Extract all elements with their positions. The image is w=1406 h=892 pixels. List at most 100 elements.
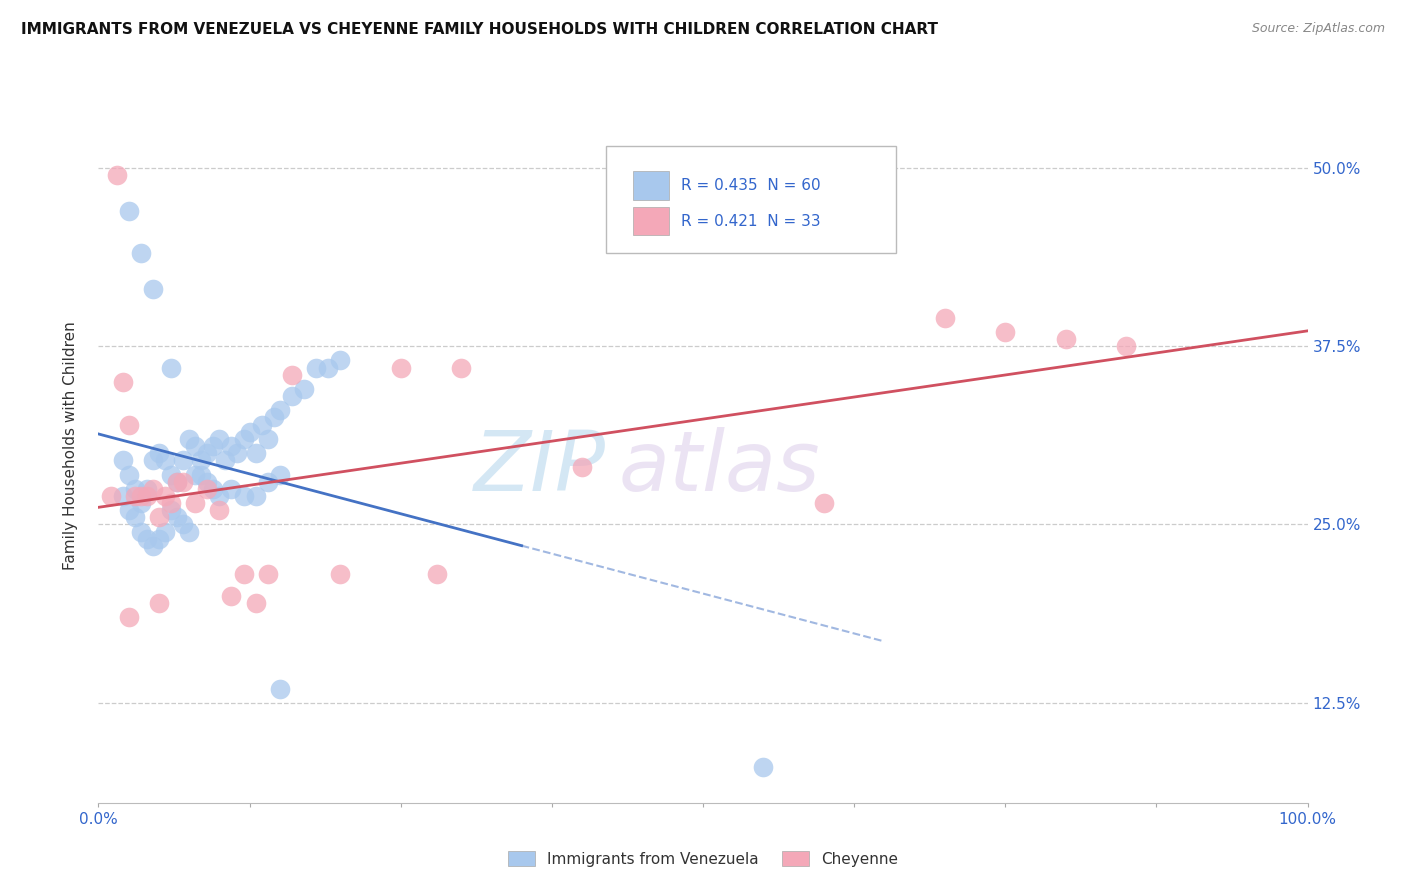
Point: [148, 510, 170, 524]
Point: [256, 475, 278, 489]
Point: [195, 482, 218, 496]
Point: [172, 475, 194, 489]
Point: [124, 482, 146, 496]
Point: [245, 596, 267, 610]
Point: [221, 482, 243, 496]
Point: [166, 475, 188, 489]
Point: [172, 517, 194, 532]
Point: [994, 325, 1017, 339]
Point: [129, 489, 152, 503]
Point: [142, 539, 165, 553]
Point: [124, 510, 146, 524]
Point: [148, 446, 170, 460]
Point: [166, 510, 188, 524]
Text: ZIP: ZIP: [474, 427, 606, 508]
Point: [111, 453, 134, 467]
Point: [184, 439, 207, 453]
Point: [184, 496, 207, 510]
Point: [142, 482, 165, 496]
Point: [135, 489, 157, 503]
Point: [202, 482, 225, 496]
Point: [221, 589, 243, 603]
Text: R = 0.421  N = 33: R = 0.421 N = 33: [682, 214, 821, 228]
Legend: Immigrants from Venezuela, Cheyenne: Immigrants from Venezuela, Cheyenne: [508, 851, 898, 866]
Point: [148, 596, 170, 610]
Point: [256, 567, 278, 582]
Point: [160, 503, 183, 517]
Point: [142, 453, 165, 467]
Point: [148, 532, 170, 546]
Point: [208, 432, 231, 446]
Point: [245, 489, 267, 503]
Point: [239, 425, 262, 439]
Point: [135, 532, 157, 546]
Point: [316, 360, 339, 375]
Point: [184, 467, 207, 482]
Point: [226, 446, 249, 460]
Point: [124, 489, 146, 503]
Point: [118, 503, 141, 517]
Point: [190, 453, 212, 467]
FancyBboxPatch shape: [606, 146, 897, 253]
Point: [111, 489, 134, 503]
Point: [129, 246, 152, 260]
Point: [118, 203, 141, 218]
Point: [208, 503, 231, 517]
Point: [934, 310, 956, 325]
Point: [1054, 332, 1077, 346]
Text: atlas: atlas: [619, 427, 820, 508]
Point: [292, 382, 315, 396]
Point: [329, 353, 352, 368]
Point: [135, 482, 157, 496]
Point: [118, 467, 141, 482]
Point: [202, 439, 225, 453]
Point: [142, 282, 165, 296]
Point: [160, 360, 183, 375]
Point: [221, 439, 243, 453]
Point: [195, 446, 218, 460]
Point: [214, 453, 236, 467]
Point: [190, 467, 212, 482]
Point: [179, 432, 201, 446]
Point: [256, 432, 278, 446]
Point: [208, 489, 231, 503]
Point: [269, 681, 291, 696]
Text: R = 0.435  N = 60: R = 0.435 N = 60: [682, 178, 821, 193]
Point: [160, 496, 183, 510]
Point: [450, 360, 472, 375]
Bar: [633, 207, 669, 235]
Point: [111, 375, 134, 389]
Point: [250, 417, 273, 432]
Point: [752, 760, 775, 774]
Point: [100, 489, 122, 503]
Point: [118, 417, 141, 432]
Point: [263, 410, 285, 425]
Point: [153, 489, 176, 503]
Point: [571, 460, 593, 475]
Point: [245, 446, 267, 460]
Point: [166, 475, 188, 489]
Text: IMMIGRANTS FROM VENEZUELA VS CHEYENNE FAMILY HOUSEHOLDS WITH CHILDREN CORRELATIO: IMMIGRANTS FROM VENEZUELA VS CHEYENNE FA…: [21, 22, 938, 37]
Point: [269, 467, 291, 482]
Y-axis label: Family Households with Children: Family Households with Children: [63, 322, 77, 570]
Point: [426, 567, 449, 582]
Point: [153, 453, 176, 467]
Point: [813, 496, 835, 510]
Point: [153, 524, 176, 539]
Point: [232, 432, 254, 446]
Point: [1115, 339, 1137, 353]
Point: [179, 524, 201, 539]
Point: [389, 360, 412, 375]
Point: [281, 389, 304, 403]
Point: [195, 475, 218, 489]
Point: [160, 467, 183, 482]
Point: [118, 610, 141, 624]
Point: [269, 403, 291, 417]
Point: [172, 453, 194, 467]
Point: [305, 360, 328, 375]
Point: [232, 567, 254, 582]
Point: [105, 168, 128, 182]
Point: [129, 496, 152, 510]
Point: [329, 567, 352, 582]
Point: [129, 524, 152, 539]
